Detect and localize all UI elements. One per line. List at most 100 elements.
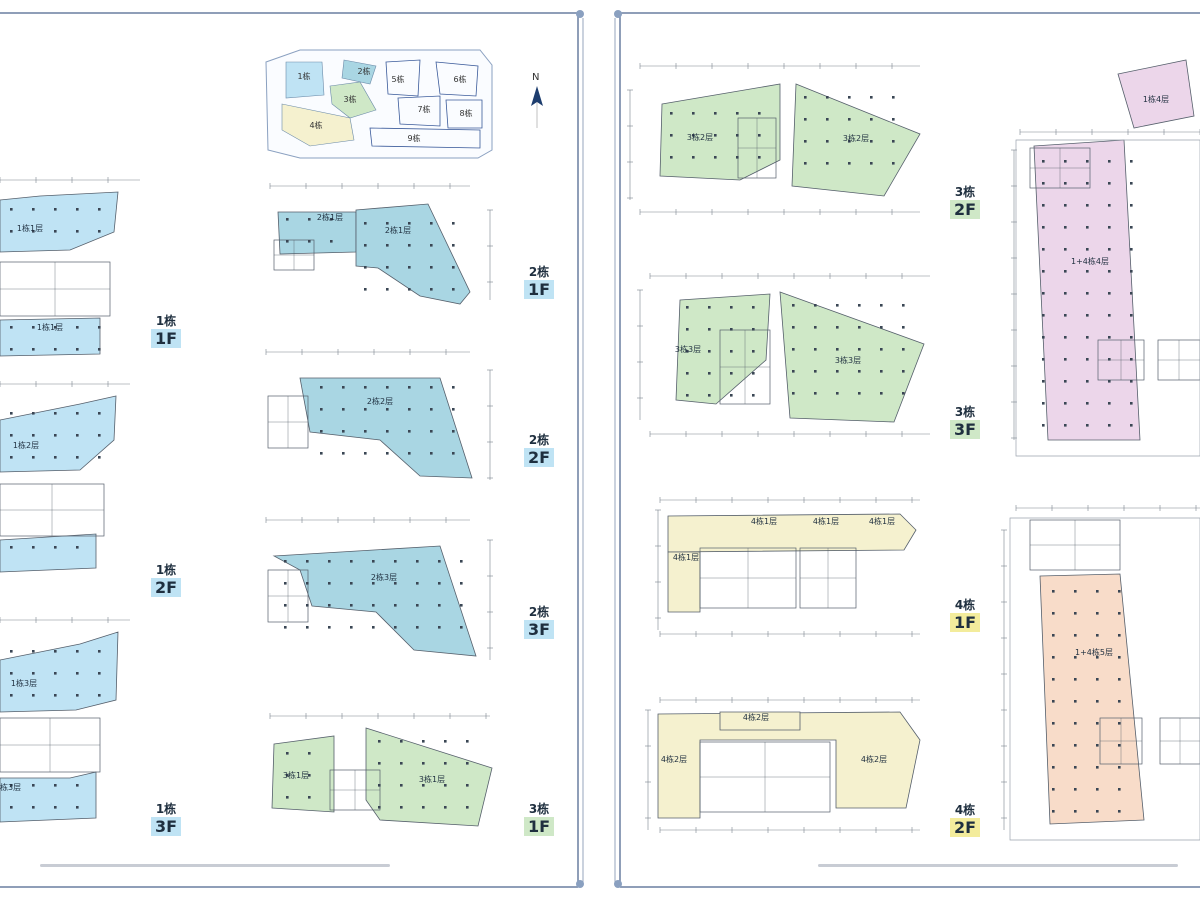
column-dot <box>826 96 829 99</box>
column-dot <box>686 394 689 397</box>
column-dot <box>1096 634 1099 637</box>
column-dot <box>892 140 895 143</box>
column-dot <box>466 740 469 743</box>
column-dot <box>902 348 905 351</box>
column-dot <box>1042 204 1045 207</box>
column-dot <box>1108 292 1111 295</box>
column-dot <box>1130 402 1133 405</box>
column-dot <box>1096 612 1099 615</box>
column-dot <box>350 560 353 563</box>
column-dot <box>306 604 309 607</box>
column-dot <box>452 288 455 291</box>
floor-tag-b3-3f: 3栋 3F <box>950 406 980 439</box>
column-dot <box>1042 226 1045 229</box>
column-dot <box>1108 424 1111 427</box>
column-dot <box>1096 744 1099 747</box>
column-dot <box>1118 590 1121 593</box>
column-dot <box>54 650 57 653</box>
column-dot <box>10 348 13 351</box>
column-dot <box>1042 182 1045 185</box>
column-dot <box>284 626 287 629</box>
column-dot <box>98 348 101 351</box>
column-dot <box>1064 314 1067 317</box>
column-dot <box>692 134 695 137</box>
column-dot <box>32 672 35 675</box>
column-dot <box>10 694 13 697</box>
floor-tag-b3-1f: 3栋 1F <box>524 803 554 836</box>
column-dot <box>98 230 101 233</box>
column-dot <box>32 208 35 211</box>
plan-label: 4栋1层 <box>673 552 699 562</box>
column-dot <box>416 582 419 585</box>
column-dot <box>460 560 463 563</box>
column-dot <box>364 408 367 411</box>
column-dot <box>1042 160 1045 163</box>
column-dot <box>1118 656 1121 659</box>
floor-label: 1F <box>151 329 181 348</box>
column-dot <box>670 112 673 115</box>
building-label: 3栋 <box>954 185 976 199</box>
column-dot <box>98 326 101 329</box>
column-dot <box>408 408 411 411</box>
column-dot <box>1042 270 1045 273</box>
column-dot <box>386 288 389 291</box>
column-dot <box>408 266 411 269</box>
building-label: 2栋 <box>528 605 550 619</box>
column-dot <box>10 806 13 809</box>
floor-tag-b2-1f: 2栋 1F <box>524 266 554 299</box>
column-dot <box>54 456 57 459</box>
column-dot <box>752 350 755 353</box>
column-dot <box>308 240 311 243</box>
column-dot <box>758 156 761 159</box>
floor-area <box>667 513 917 553</box>
column-dot <box>10 456 13 459</box>
column-dot <box>1118 766 1121 769</box>
column-dot <box>730 394 733 397</box>
column-dot <box>1064 424 1067 427</box>
column-dot <box>444 762 447 765</box>
column-dot <box>1118 634 1121 637</box>
column-dot <box>708 350 711 353</box>
column-dot <box>1064 160 1067 163</box>
column-dot <box>54 546 57 549</box>
column-dot <box>328 626 331 629</box>
column-dot <box>452 408 455 411</box>
column-dot <box>1118 612 1121 615</box>
column-dot <box>792 348 795 351</box>
column-dot <box>10 326 13 329</box>
column-dot <box>758 134 761 137</box>
column-dot <box>320 386 323 389</box>
column-dot <box>460 582 463 585</box>
column-dot <box>1118 788 1121 791</box>
column-dot <box>460 604 463 607</box>
floor-label: 2F <box>151 578 181 597</box>
column-dot <box>686 306 689 309</box>
column-dot <box>1086 248 1089 251</box>
column-dot <box>438 582 441 585</box>
plan-label: 4栋1层 <box>813 516 839 526</box>
key-map-labels: 1栋 2栋 3栋 4栋 5栋 6栋 7栋 8栋 9栋 <box>297 66 472 143</box>
column-dot <box>1086 204 1089 207</box>
column-dot <box>1052 810 1055 813</box>
column-dot <box>430 452 433 455</box>
column-dot <box>1086 424 1089 427</box>
column-dot <box>1074 700 1077 703</box>
floor-area <box>791 83 921 197</box>
building-label: 2栋 <box>528 433 550 447</box>
right-page-frame <box>614 12 1200 888</box>
column-dot <box>372 626 375 629</box>
plan-label: 3栋2层 <box>843 133 869 143</box>
column-dot <box>902 326 905 329</box>
column-dot <box>1074 788 1077 791</box>
column-dot <box>836 370 839 373</box>
floor-label: 2F <box>950 818 980 837</box>
floor-area <box>0 191 119 253</box>
column-dot <box>372 604 375 607</box>
column-dot <box>870 118 873 121</box>
column-dot <box>452 266 455 269</box>
column-dot <box>32 348 35 351</box>
column-dot <box>1052 788 1055 791</box>
column-dot <box>98 650 101 653</box>
column-dot <box>408 288 411 291</box>
column-dot <box>32 434 35 437</box>
